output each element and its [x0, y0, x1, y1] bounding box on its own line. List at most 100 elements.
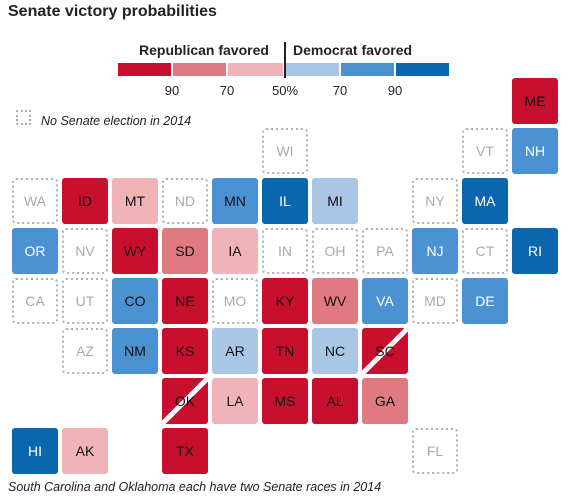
state-tile-shape: [12, 178, 58, 224]
state-tile-fl: FL: [412, 428, 458, 474]
state-tile-id: ID: [62, 178, 108, 224]
state-label: AR: [225, 343, 244, 359]
state-tile-ok: OK: [160, 376, 210, 426]
state-label: MI: [327, 193, 343, 209]
legend-swatch-rep-lean: [173, 63, 226, 76]
state-tile-shape: [62, 428, 108, 474]
state-tile-nm: NM: [112, 328, 158, 374]
state-tile-shape: [262, 128, 308, 174]
state-label: WY: [124, 243, 147, 259]
state-tile-nj: NJ: [412, 228, 458, 274]
state-tile-shape: [462, 278, 508, 324]
state-tile-shape: [362, 228, 408, 274]
state-tile-shape: [12, 278, 58, 324]
state-tile-wa: WA: [12, 178, 58, 224]
state-tile-ks: KS: [162, 328, 208, 374]
state-tile-shape: [262, 378, 308, 424]
no-election-legend-box: [16, 110, 31, 125]
state-label: NV: [75, 243, 95, 259]
state-tile-shape: [62, 178, 108, 224]
state-tile-mi: MI: [312, 178, 358, 224]
state-tile-oh: OH: [312, 228, 358, 274]
state-tile-shape: [62, 278, 108, 324]
state-label: NH: [525, 143, 545, 159]
state-tile-shape: [462, 128, 508, 174]
state-tile-shape: [112, 178, 158, 224]
state-tile-shape: [212, 278, 258, 324]
state-label: NM: [124, 343, 146, 359]
state-tile-mn: MN: [212, 178, 258, 224]
state-tile-sc: SC: [360, 326, 410, 376]
state-tile-ma: MA: [462, 178, 508, 224]
state-tile-shape: [162, 328, 208, 374]
legend-swatch-dem-tilt: [286, 63, 339, 76]
state-label: CT: [476, 243, 495, 259]
state-tile-shape: [112, 228, 158, 274]
state-tile-shape: [162, 178, 208, 224]
state-tile-co: CO: [112, 278, 158, 324]
legend-tick-dem-90: 90: [387, 83, 403, 98]
state-tile-in: IN: [262, 228, 308, 274]
state-label: SC: [375, 343, 394, 359]
state-tile-az: AZ: [62, 328, 108, 374]
state-label: VA: [376, 293, 394, 309]
state-tile-shape: [162, 278, 208, 324]
state-label: PA: [376, 243, 394, 259]
legend-tick-rep-90: 90: [164, 83, 180, 98]
state-tile-shape: [512, 78, 558, 124]
state-tile-ne: NE: [162, 278, 208, 324]
state-tile-shape: [412, 228, 458, 274]
state-tile-de: DE: [462, 278, 508, 324]
legend-swatch-rep-tilt: [228, 63, 283, 76]
state-tile-vt: VT: [462, 128, 508, 174]
state-label: IL: [279, 193, 291, 209]
state-label: NJ: [426, 243, 443, 259]
state-label: MT: [125, 193, 146, 209]
legend-divider: [284, 42, 286, 78]
state-label: OR: [25, 243, 46, 259]
state-label: TN: [276, 343, 295, 359]
state-tile-mo: MO: [212, 278, 258, 324]
state-label: VT: [476, 143, 494, 159]
legend-swatch-rep-strong: [118, 63, 171, 76]
state-label: OK: [175, 393, 196, 409]
legend-tick-dem-70: 70: [332, 83, 348, 98]
state-label: MN: [224, 193, 246, 209]
state-tile-shape: [362, 278, 408, 324]
state-tile-nc: NC: [312, 328, 358, 374]
state-label: TX: [176, 443, 195, 459]
state-label: WI: [276, 143, 293, 159]
state-tile-ri: RI: [512, 228, 558, 274]
state-tile-shape: [212, 228, 258, 274]
state-tile-nv: NV: [62, 228, 108, 274]
state-label: GA: [375, 393, 396, 409]
state-tile-nd: ND: [162, 178, 208, 224]
no-election-legend-label: No Senate election in 2014: [41, 114, 192, 128]
state-tile-shape: [62, 228, 108, 274]
state-tile-shape: [112, 278, 158, 324]
state-tile-shape: [162, 428, 208, 474]
state-tile-shape: [512, 128, 558, 174]
legend-democrat-label: Democrat favored: [293, 42, 413, 58]
state-tile-me: ME: [512, 78, 558, 124]
state-label: WV: [324, 293, 347, 309]
state-tile-shape: [212, 178, 258, 224]
state-tile-shape: [262, 278, 308, 324]
state-label: CA: [25, 293, 45, 309]
state-tile-shape: [462, 178, 508, 224]
split-race-divider: [360, 326, 410, 376]
legend-republican-label: Republican favored: [139, 42, 269, 58]
state-tile-shape: [262, 228, 308, 274]
state-label: UT: [76, 293, 95, 309]
legend-swatch-dem-lean: [341, 63, 394, 76]
state-tile-ky: KY: [262, 278, 308, 324]
state-label: NE: [175, 293, 194, 309]
state-tile-nh: NH: [512, 128, 558, 174]
state-tile-mt: MT: [112, 178, 158, 224]
state-tile-shape: [312, 378, 358, 424]
state-tile-ca: CA: [12, 278, 58, 324]
state-tile-shape: [412, 178, 458, 224]
state-tile-wy: WY: [112, 228, 158, 274]
state-label: OH: [325, 243, 346, 259]
